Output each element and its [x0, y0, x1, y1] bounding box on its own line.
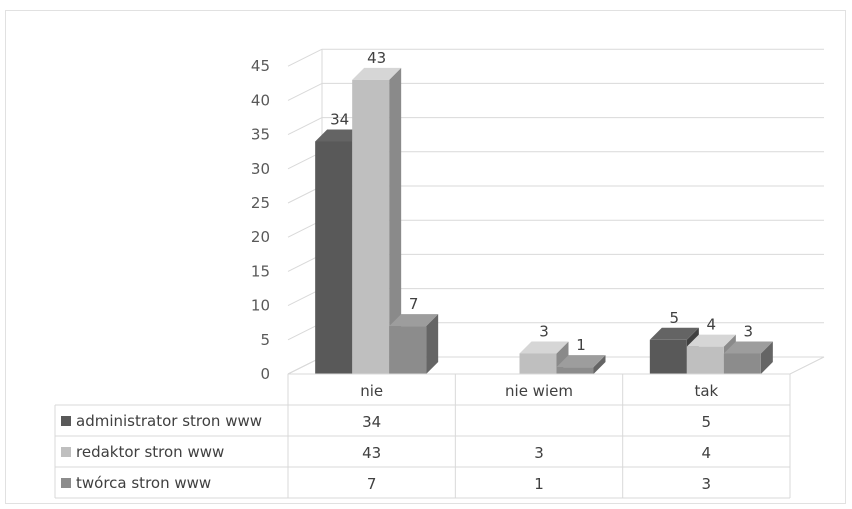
- y-tick-label: 35: [251, 126, 270, 144]
- category-label: nie wiem: [505, 382, 573, 400]
- bar: [519, 353, 557, 374]
- y-tick-label: 25: [251, 194, 270, 212]
- table-cell: 7: [367, 475, 377, 493]
- legend-key: [61, 478, 71, 488]
- y-tick-label: 0: [260, 365, 270, 383]
- bar: [723, 353, 761, 374]
- gridline-depth: [287, 117, 323, 136]
- bar-top: [556, 355, 606, 368]
- legend-key: [61, 416, 71, 426]
- category-label: tak: [694, 382, 718, 400]
- bar: [352, 79, 390, 374]
- data-label: 34: [330, 110, 349, 128]
- data-label: 5: [670, 309, 680, 327]
- table-cell: 3: [534, 444, 544, 462]
- y-tick-label: 30: [251, 160, 270, 178]
- y-tick-label: 10: [251, 297, 270, 315]
- data-label: 4: [707, 316, 717, 334]
- table-cell: 34: [362, 413, 381, 431]
- bar-side: [760, 341, 773, 374]
- y-tick-label: 20: [251, 228, 270, 246]
- bar-side: [426, 314, 439, 374]
- y-tick-label: 40: [251, 91, 270, 109]
- y-tick-label: 15: [251, 262, 270, 280]
- legend-key: [61, 447, 71, 457]
- category-label: nie: [360, 382, 383, 400]
- data-label: 7: [409, 295, 419, 313]
- table-cell: 5: [702, 413, 712, 431]
- bar-side: [593, 355, 606, 374]
- chart-frame: [5, 10, 846, 504]
- legend-label: twórca stron www: [76, 474, 211, 492]
- bar-top: [519, 341, 569, 354]
- bar: [649, 339, 687, 374]
- y-tick-label: 45: [251, 57, 270, 75]
- gridline-depth: [287, 48, 323, 67]
- table-cell: 3: [702, 475, 712, 493]
- legend-label: administrator stron www: [76, 412, 262, 430]
- table-cell: 4: [702, 444, 712, 462]
- gridline-depth: [287, 82, 323, 101]
- data-label: 43: [367, 49, 386, 67]
- bar-side: [389, 67, 402, 374]
- legend-label: redaktor stron www: [76, 443, 224, 461]
- bar-top: [649, 327, 699, 340]
- data-label: 1: [576, 336, 586, 354]
- bar-top: [389, 314, 439, 327]
- bar-top: [315, 129, 365, 142]
- bar-top: [723, 341, 773, 354]
- bar-top: [352, 67, 402, 80]
- data-label: 3: [539, 322, 549, 340]
- bar: [389, 326, 427, 374]
- bar: [315, 141, 353, 374]
- data-label: 3: [744, 322, 754, 340]
- bar-top: [686, 334, 736, 347]
- table-cell: 1: [534, 475, 544, 493]
- table-cell: 43: [362, 444, 381, 462]
- bar: [686, 346, 724, 374]
- bar: [556, 367, 594, 374]
- y-tick-label: 5: [260, 331, 270, 349]
